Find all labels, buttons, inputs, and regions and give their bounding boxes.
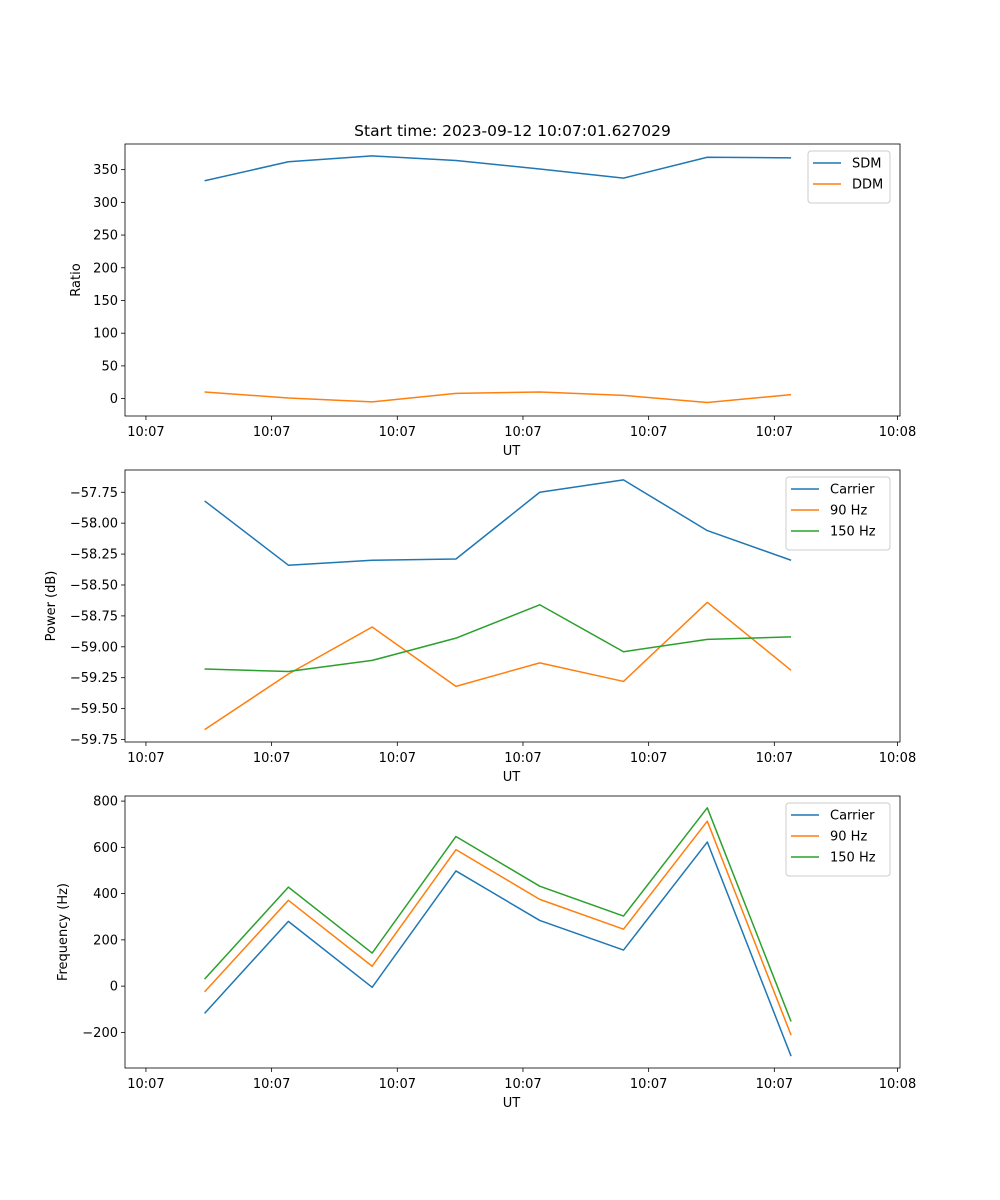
legend: Carrier 90 Hz 150 Hz (785, 802, 891, 877)
y-axis-label: Power (dB) (44, 571, 59, 642)
x-tick-label: 10:07 (379, 751, 416, 766)
y-tick-label: 50 (101, 359, 118, 374)
series-line-150-hz (204, 604, 792, 673)
x-tick-label: 10:07 (253, 1077, 290, 1092)
x-tick-label: 10:07 (504, 1077, 541, 1092)
axes-frame (124, 795, 901, 1069)
ratio-panel: 10:07 10:07 10:07 10:07 10:07 10:07 10:08 0 50 10… (69, 143, 916, 459)
y-tick-label: 250 (93, 229, 118, 244)
y-tick-label: −58.25 (70, 548, 118, 563)
y-tick-label: 350 (93, 163, 118, 178)
x-axis-label: UT (503, 1096, 521, 1111)
x-tick-label: 10:07 (379, 425, 416, 440)
y-tick-label: 0 (110, 392, 118, 407)
figure-title: Start time: 2023-09-12 10:07:01.627029 (354, 122, 671, 140)
x-tick-label: 10:07 (253, 751, 290, 766)
legend-label: 90 Hz (830, 830, 867, 845)
x-axis-label: UT (503, 444, 521, 459)
x-tick-label: 10:07 (127, 751, 164, 766)
x-axis-label: UT (503, 770, 521, 785)
x-tick-label: 10:08 (879, 1077, 916, 1092)
axes-frame (124, 469, 901, 743)
y-tick-label: 300 (93, 196, 118, 211)
x-tick-label: 10:07 (630, 425, 667, 440)
series-line-sdm (204, 155, 792, 182)
x-tick-label: 10:08 (879, 751, 916, 766)
y-axis-label: Frequency (Hz) (56, 883, 71, 981)
x-tick-label: 10:07 (127, 425, 164, 440)
y-tick-label: −59.00 (70, 640, 118, 655)
legend-label: Carrier (830, 483, 875, 498)
x-tick-label: 10:08 (879, 425, 916, 440)
x-tick-label: 10:07 (630, 1077, 667, 1092)
axes-frame (124, 143, 901, 417)
legend-label: 150 Hz (830, 851, 876, 866)
y-tick-label: 200 (93, 933, 118, 948)
y-tick-label: −59.75 (70, 733, 118, 748)
y-tick-label: −200 (82, 1026, 118, 1041)
power-panel: 10:07 10:07 10:07 10:07 10:07 10:07 10:08 −57.7… (44, 469, 916, 785)
y-tick-label: 400 (93, 887, 118, 902)
legend: Carrier 90 Hz 150 Hz (785, 476, 891, 551)
y-tick-label: −59.50 (70, 702, 118, 717)
y-tick-label: 0 (110, 980, 118, 995)
y-tick-label: −58.50 (70, 578, 118, 593)
y-tick-label: 200 (93, 261, 118, 276)
x-tick-label: 10:07 (504, 751, 541, 766)
legend-label: Carrier (830, 809, 875, 824)
legend-label: SDM (852, 157, 881, 172)
legend-box (807, 150, 891, 204)
frequency-panel: 10:07 10:07 10:07 10:07 10:07 10:07 10:08 −200 0… (56, 795, 916, 1111)
y-tick-label: 100 (93, 327, 118, 342)
series-line-ddm (204, 391, 792, 404)
x-tick-label: 10:07 (756, 425, 793, 440)
y-tick-label: 150 (93, 294, 118, 309)
y-tick-label: −57.75 (70, 486, 118, 501)
legend-label: DDM (852, 178, 883, 193)
y-tick-label: −59.25 (70, 671, 118, 686)
x-tick-label: 10:07 (253, 425, 290, 440)
legend-label: 150 Hz (830, 525, 876, 540)
x-tick-label: 10:07 (630, 751, 667, 766)
y-tick-label: 800 (93, 795, 118, 810)
y-tick-label: −58.00 (70, 517, 118, 532)
legend-label: 90 Hz (830, 504, 867, 519)
legend: SDM DDM (807, 150, 891, 204)
x-tick-label: 10:07 (127, 1077, 164, 1092)
x-tick-label: 10:07 (756, 751, 793, 766)
x-tick-label: 10:07 (379, 1077, 416, 1092)
x-tick-label: 10:07 (504, 425, 541, 440)
series-line-90-hz (204, 601, 792, 731)
series-line-carrier (204, 479, 792, 566)
series-line-90-hz (204, 820, 792, 1036)
y-axis-label: Ratio (69, 263, 84, 296)
y-tick-label: 600 (93, 841, 118, 856)
x-tick-label: 10:07 (756, 1077, 793, 1092)
series-line-150-hz (204, 807, 792, 1022)
series-line-carrier (204, 841, 792, 1057)
y-tick-label: −58.75 (70, 609, 118, 624)
